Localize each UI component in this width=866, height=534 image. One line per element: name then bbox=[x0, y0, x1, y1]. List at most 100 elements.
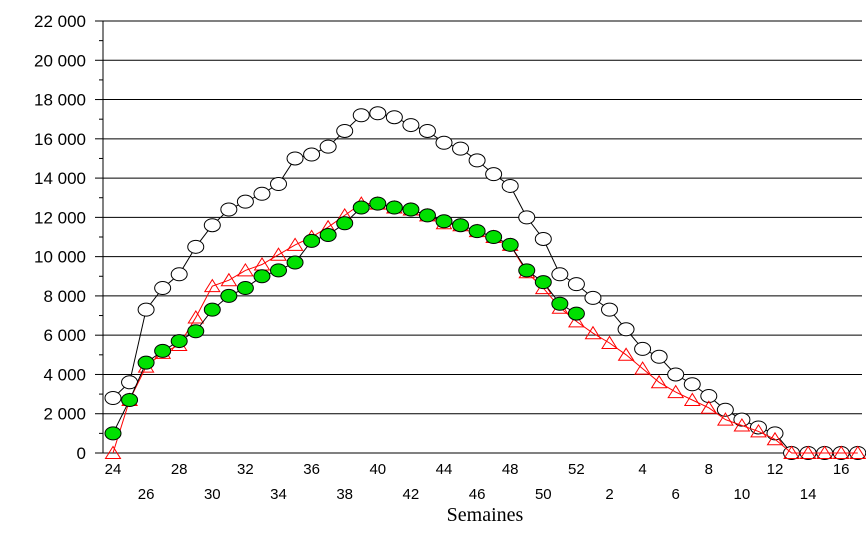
x-tick-label: 26 bbox=[138, 486, 155, 503]
x-tick-label: 42 bbox=[403, 486, 420, 503]
y-tick-label: 22 000 bbox=[34, 12, 86, 31]
data-point bbox=[402, 118, 420, 133]
x-tick-label: 6 bbox=[672, 486, 680, 503]
grid-lines bbox=[103, 20, 862, 415]
data-point bbox=[203, 278, 221, 293]
x-tick-label: 12 bbox=[767, 461, 784, 478]
data-point bbox=[501, 178, 519, 193]
x-tick-label: 32 bbox=[237, 461, 254, 478]
data-point bbox=[369, 106, 387, 121]
y-tick-label: 20 000 bbox=[34, 51, 86, 70]
data-point bbox=[352, 108, 370, 123]
data-point bbox=[849, 445, 866, 459]
data-point bbox=[567, 306, 585, 321]
data-point bbox=[418, 208, 436, 223]
y-tick-label: 4 000 bbox=[43, 365, 86, 384]
data-point bbox=[534, 275, 552, 290]
data-point bbox=[170, 334, 188, 349]
data-point bbox=[154, 281, 172, 296]
data-point bbox=[203, 218, 221, 233]
data-point bbox=[501, 237, 519, 252]
x-tick-label: 4 bbox=[638, 461, 646, 478]
data-point bbox=[766, 431, 784, 446]
series-group bbox=[104, 106, 866, 460]
data-point bbox=[700, 389, 718, 404]
data-point bbox=[352, 200, 370, 215]
x-tick-label: 44 bbox=[436, 461, 453, 478]
data-point bbox=[634, 361, 652, 375]
x-tick-label: 34 bbox=[270, 486, 287, 503]
data-point bbox=[733, 418, 751, 432]
data-point bbox=[104, 426, 122, 441]
data-point bbox=[435, 135, 453, 150]
axes bbox=[95, 20, 862, 454]
y-tick-label: 6 000 bbox=[43, 326, 86, 345]
data-point bbox=[749, 420, 767, 435]
y-tick-label: 0 bbox=[77, 444, 86, 463]
data-point bbox=[584, 325, 602, 340]
data-point bbox=[303, 233, 321, 248]
series-line bbox=[112, 112, 858, 454]
data-point bbox=[385, 110, 403, 125]
data-point bbox=[452, 218, 470, 233]
y-tick-label: 14 000 bbox=[34, 169, 86, 188]
data-point bbox=[187, 310, 205, 324]
data-point bbox=[220, 202, 238, 217]
data-point bbox=[667, 367, 685, 382]
x-tick-label: 36 bbox=[303, 461, 320, 478]
data-point bbox=[303, 147, 321, 162]
data-point bbox=[534, 231, 552, 246]
series-2 bbox=[104, 196, 585, 441]
y-tick-label: 2 000 bbox=[43, 405, 86, 424]
data-point bbox=[667, 384, 685, 399]
series-0 bbox=[104, 106, 866, 460]
data-point bbox=[203, 302, 221, 317]
data-point bbox=[369, 196, 387, 211]
x-tick-label: 48 bbox=[502, 461, 519, 478]
data-point bbox=[650, 349, 668, 364]
data-point bbox=[601, 335, 618, 349]
data-point bbox=[634, 341, 652, 356]
data-point bbox=[104, 445, 122, 459]
data-point bbox=[187, 239, 205, 254]
data-point bbox=[385, 200, 403, 215]
data-point bbox=[236, 281, 254, 296]
y-tick-label: 10 000 bbox=[34, 248, 86, 267]
data-point bbox=[236, 194, 254, 209]
y-tick-labels: 0 2 000 4 000 6 000 8 000 10 000 12 000 14 000 1… bbox=[34, 12, 86, 463]
x-tick-label: 14 bbox=[800, 486, 817, 503]
data-point bbox=[716, 402, 734, 417]
data-point bbox=[551, 267, 569, 282]
x-tick-label: 28 bbox=[171, 461, 188, 478]
data-point bbox=[617, 322, 635, 337]
data-point bbox=[716, 412, 734, 426]
data-point bbox=[551, 296, 569, 311]
data-point bbox=[518, 263, 536, 278]
data-point bbox=[236, 262, 254, 277]
data-point bbox=[601, 302, 618, 317]
data-point bbox=[750, 423, 767, 438]
data-point bbox=[220, 272, 238, 287]
data-point bbox=[700, 400, 718, 414]
x-tick-label: 52 bbox=[568, 461, 585, 478]
data-point bbox=[468, 224, 486, 239]
series-line bbox=[112, 203, 577, 434]
data-point bbox=[650, 374, 668, 389]
data-point bbox=[567, 313, 585, 328]
data-point bbox=[683, 392, 701, 406]
x-tick-label: 8 bbox=[705, 461, 713, 478]
data-point bbox=[485, 167, 503, 182]
data-point bbox=[567, 277, 585, 292]
data-point bbox=[170, 267, 188, 282]
data-point bbox=[319, 228, 337, 243]
data-point bbox=[832, 445, 850, 459]
x-tick-label: 16 bbox=[833, 461, 850, 478]
y-tick-label: 16 000 bbox=[34, 130, 86, 149]
data-point bbox=[518, 210, 536, 225]
x-tick-label: 40 bbox=[369, 461, 386, 478]
data-point bbox=[452, 141, 470, 156]
y-tick-label: 12 000 bbox=[34, 208, 86, 227]
data-point bbox=[253, 186, 271, 201]
data-point bbox=[154, 343, 172, 358]
